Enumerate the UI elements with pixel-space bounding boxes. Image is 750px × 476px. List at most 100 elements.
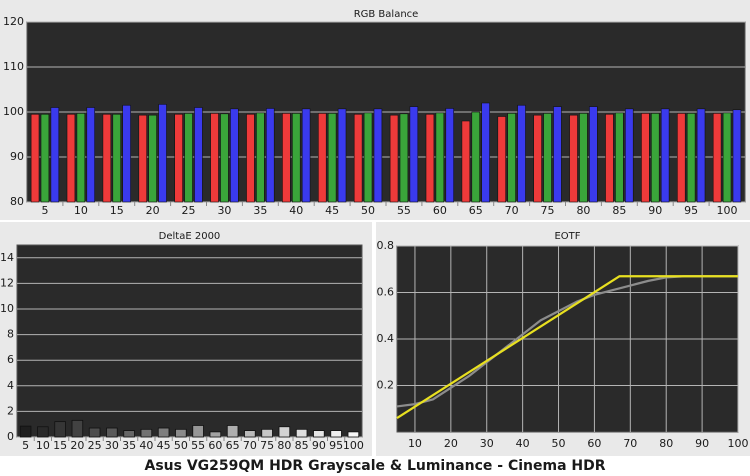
- y-tick-label: 2: [7, 404, 14, 417]
- bar: [732, 109, 742, 203]
- bar: [301, 108, 311, 203]
- bar: [330, 430, 342, 438]
- bar: [651, 113, 660, 203]
- bar: [517, 104, 526, 203]
- bar: [569, 114, 578, 203]
- y-tick-label: 0.4: [377, 332, 395, 345]
- bar: [256, 112, 265, 203]
- x-tick-label: 15: [110, 204, 124, 217]
- y-tick-label: 10: [0, 302, 14, 315]
- y-tick-label: 80: [10, 195, 24, 208]
- bar: [226, 425, 239, 438]
- bar: [157, 427, 170, 438]
- bar: [337, 108, 347, 203]
- bar: [533, 114, 542, 203]
- bar: [347, 431, 360, 438]
- chart-title: RGB Balance: [354, 9, 419, 20]
- bar: [230, 108, 239, 203]
- x-tick-label: 55: [191, 439, 205, 452]
- bar: [327, 113, 337, 203]
- bar: [88, 427, 101, 438]
- y-tick-label: 8: [7, 328, 14, 341]
- bar: [102, 113, 112, 203]
- bar: [712, 113, 722, 203]
- bar: [615, 112, 624, 203]
- bar: [76, 113, 86, 203]
- bar: [209, 431, 222, 438]
- x-tick-label: 40: [516, 437, 530, 450]
- bar: [497, 116, 507, 203]
- x-tick-label: 20: [70, 439, 84, 452]
- x-tick-label: 30: [480, 437, 494, 450]
- y-tick-label: 90: [10, 150, 24, 163]
- x-tick-label: 95: [684, 204, 698, 217]
- x-tick-label: 70: [623, 437, 637, 450]
- bar: [175, 428, 187, 438]
- bar: [148, 114, 157, 203]
- bar: [507, 113, 516, 203]
- bar: [313, 430, 325, 438]
- bar: [282, 113, 291, 203]
- bar: [295, 428, 308, 438]
- bar: [624, 108, 634, 203]
- x-tick-label: 50: [174, 439, 188, 452]
- x-tick-label: 50: [552, 437, 566, 450]
- y-tick-label: 0.8: [377, 239, 395, 252]
- x-tick-label: 25: [88, 439, 102, 452]
- x-tick-label: 45: [325, 204, 339, 217]
- bar: [194, 107, 203, 203]
- bar: [353, 113, 363, 203]
- bar: [278, 426, 291, 438]
- bar: [399, 113, 409, 203]
- caption: Asus VG259QM HDR Grayscale & Luminance -…: [144, 458, 605, 474]
- bar: [445, 108, 454, 203]
- bar: [265, 108, 275, 203]
- bar: [641, 113, 650, 203]
- x-tick-label: 70: [505, 204, 519, 217]
- bar: [122, 104, 131, 203]
- bar: [461, 120, 471, 203]
- x-tick-label: 55: [397, 204, 411, 217]
- bar: [471, 111, 480, 203]
- plot-area: [16, 244, 363, 438]
- bar: [184, 113, 193, 203]
- bar: [54, 421, 66, 438]
- bar: [481, 102, 490, 203]
- x-tick-label: 85: [612, 204, 626, 217]
- x-tick-label: 35: [122, 439, 136, 452]
- x-tick-label: 10: [408, 437, 422, 450]
- x-tick-label: 45: [157, 439, 171, 452]
- bar: [244, 430, 256, 438]
- bar: [40, 113, 50, 203]
- x-tick-label: 40: [289, 204, 303, 217]
- bar: [579, 113, 588, 203]
- bar: [174, 113, 183, 203]
- x-tick-label: 10: [36, 439, 50, 452]
- x-tick-label: 20: [444, 437, 458, 450]
- x-tick-label: 60: [587, 437, 601, 450]
- x-tick-label: 15: [53, 439, 67, 452]
- y-tick-label: 0.6: [377, 286, 395, 299]
- bar: [138, 114, 148, 203]
- x-tick-label: 85: [295, 439, 309, 452]
- bar: [686, 113, 696, 203]
- x-tick-label: 100: [728, 437, 749, 450]
- bar: [722, 112, 732, 203]
- bar: [318, 113, 327, 203]
- bar: [261, 428, 273, 438]
- x-tick-label: 5: [22, 439, 29, 452]
- bar: [71, 419, 84, 438]
- y-tick-label: 110: [3, 60, 24, 73]
- bar: [373, 108, 383, 203]
- y-tick-label: 120: [3, 15, 24, 28]
- y-tick-label: 100: [3, 105, 24, 118]
- x-tick-label: 90: [312, 439, 326, 452]
- y-tick-label: 6: [7, 353, 14, 366]
- bar: [106, 427, 118, 438]
- bar: [37, 426, 49, 438]
- y-tick-label: 14: [0, 251, 14, 264]
- bar: [389, 114, 399, 203]
- bar: [158, 104, 167, 203]
- bar: [589, 106, 598, 203]
- x-tick-label: 95: [329, 439, 343, 452]
